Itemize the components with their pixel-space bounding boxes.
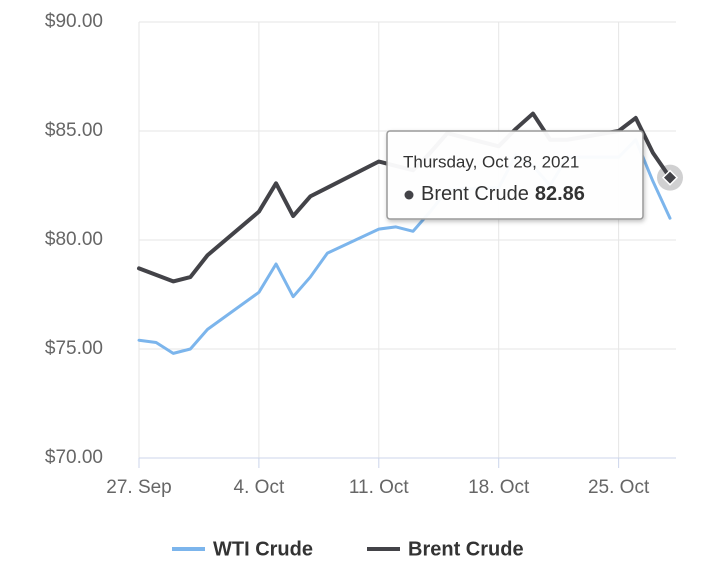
y-tick-label: $70.00 bbox=[45, 447, 103, 468]
hover-marker bbox=[661, 169, 679, 186]
tooltip-title: Thursday, Oct 28, 2021 bbox=[403, 152, 579, 171]
y-tick-label: $75.00 bbox=[45, 338, 103, 359]
y-tick-label: $90.00 bbox=[45, 11, 103, 32]
x-tick-label: 27. Sep bbox=[106, 477, 172, 498]
x-tick-label: 18. Oct bbox=[468, 477, 530, 498]
tooltip-box bbox=[386, 130, 644, 220]
legend-item[interactable]: WTI Crude bbox=[213, 538, 313, 560]
tooltip-series: Brent Crude bbox=[421, 183, 529, 205]
tooltip-line: Brent Crude 82.86 bbox=[421, 183, 585, 205]
y-tick-label: $80.00 bbox=[45, 229, 103, 250]
y-tick-label: $85.00 bbox=[45, 120, 103, 141]
tooltip-bullet bbox=[404, 190, 414, 200]
x-tick-label: 11. Oct bbox=[349, 477, 410, 498]
legend-item[interactable]: Brent Crude bbox=[408, 538, 524, 560]
tooltip: Thursday, Oct 28, 2021 Brent Crude 82.86 bbox=[386, 130, 644, 220]
tooltip-value: 82.86 bbox=[535, 183, 585, 205]
x-tick-label: 4. Oct bbox=[234, 477, 285, 498]
x-tick-label: 25. Oct bbox=[588, 477, 650, 498]
